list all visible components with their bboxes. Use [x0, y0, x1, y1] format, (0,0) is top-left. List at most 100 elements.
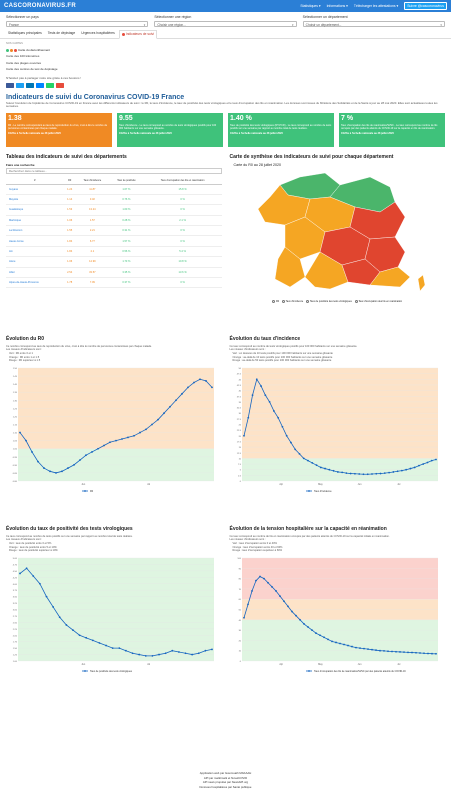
table-search-input[interactable]: [6, 168, 222, 174]
radio-incidence[interactable]: Taux d'incidence: [282, 299, 303, 303]
data-point: [379, 472, 381, 475]
col-header[interactable]: Taux d'occupation des lits en réanimatio…: [143, 177, 222, 185]
data-point: [406, 651, 409, 654]
map-link-centres[interactable]: Carte des centres de test de dépistage: [6, 67, 58, 72]
chart-legend: Taux d'incidence: [305, 490, 332, 493]
table-row[interactable]: Ain 1.84 4.1 0.56 % 5.4 %: [6, 246, 222, 258]
map-link-deconfinement[interactable]: Carte du déconfinement: [18, 48, 51, 53]
region-select[interactable]: Choisir une région... ▾: [154, 20, 297, 27]
table-cell-dep[interactable]: Aisne: [6, 256, 64, 268]
brand-logo[interactable]: CASCORONAVIRUS.FR: [4, 3, 76, 9]
nav-statistiques[interactable]: Statistiques ▾: [300, 4, 321, 8]
orange-dot-icon: [10, 48, 13, 52]
data-point: [204, 649, 207, 652]
radio-positivite[interactable]: Taux de positivité des tests virologique…: [306, 299, 352, 303]
table-row[interactable]: La Réunion 1.55 2.21 0.31 % 0 %: [6, 225, 222, 237]
data-point: [242, 434, 245, 437]
chart-reanimation[interactable]: 0 10 20 30 40 50 60 70 80 90 100 Apr May Jun Jul Taux d…: [230, 554, 442, 679]
table-cell-dep[interactable]: La Réunion: [6, 225, 64, 237]
whatsapp-share-icon[interactable]: [46, 82, 54, 88]
green-dot-icon: [6, 48, 9, 52]
data-point: [326, 638, 329, 641]
map-indicator-radios: R0 Taux d'incidence Taux de positivité d…: [230, 299, 446, 303]
tab-tests[interactable]: Tests de dépistage: [47, 31, 76, 35]
data-point: [177, 650, 180, 653]
tab-indicateurs[interactable]: Indicateurs de suivi: [118, 29, 158, 39]
data-point: [91, 639, 94, 642]
table-row[interactable]: Mayotte 1.14 3.32 0.76 % 0 %: [6, 194, 222, 206]
data-point: [67, 466, 69, 469]
chart-incidence[interactable]: 0 2.5 5 7.5 10 12.5 15 17.5 20 22.5 25 27.5 30 32.5 35…: [230, 364, 442, 499]
chart-positivite[interactable]: 1.00 1.25 1.50 1.75 2.00 2.25 2.50 2.75 3.00 3.25…: [6, 554, 218, 679]
table-row[interactable]: Alpes-de-Haute-Provence 1.78 7.09 0.37 % 0 %: [6, 277, 222, 289]
table-cell-dep[interactable]: Mayotte: [6, 194, 64, 206]
table-row[interactable]: Guadeloupe 1.53 13.24 1.60 % 0 %: [6, 204, 222, 216]
footer: Application web par Gouzouath MAKAAH API…: [0, 771, 451, 789]
table-row[interactable]: Aisne 1.06 14.99 1.73 % 10.8 %: [6, 256, 222, 268]
col-header[interactable]: Taux de positivité: [109, 177, 144, 185]
table-row[interactable]: Allier 2.54 33.57 3.35 % 13.6 %: [6, 267, 222, 278]
y-tick-label: 0.80: [13, 481, 18, 483]
data-point: [19, 572, 21, 575]
table-cell-r0: 1.14: [63, 194, 76, 206]
data-point: [398, 650, 401, 653]
tab-urgences[interactable]: Urgences hospitalières: [81, 31, 115, 35]
data-point: [426, 652, 429, 655]
page-title: Indicateurs de suivi du Coronavirus COVI…: [6, 93, 185, 101]
col-header[interactable]: R0: [63, 177, 76, 185]
messenger-share-icon[interactable]: [36, 82, 44, 88]
table-row[interactable]: Martinique 1.06 1.57 0.28 % 2.1 %: [6, 215, 222, 227]
y-tick-label: 7.5: [237, 464, 241, 466]
table-cell-pos: 1.57 %: [109, 235, 144, 247]
table-cell-dep[interactable]: Ain: [6, 246, 64, 258]
data-point: [262, 577, 265, 580]
data-point: [266, 581, 269, 584]
data-point: [396, 470, 398, 472]
y-tick-label: 0.90: [13, 465, 18, 467]
data-point: [191, 653, 194, 656]
data-point: [390, 650, 393, 653]
data-point: [387, 471, 390, 474]
table-cell-dep[interactable]: Allier: [6, 267, 64, 278]
table-cell-pos: 1.60 %: [109, 204, 144, 216]
table-cell-inc: 3.32: [75, 194, 110, 206]
table-row[interactable]: Haute-Corse 1.84 6.77 1.57 % 0 %: [6, 235, 222, 247]
nav-attestations[interactable]: Télécharger les attestations ▾: [353, 4, 399, 8]
table-row[interactable]: Guyane 1.24 11.87 1.67 % 15.8 %: [6, 184, 222, 195]
country-select[interactable]: France ▾: [6, 20, 149, 27]
table-cell-dep[interactable]: Guadeloupe: [6, 204, 64, 216]
data-point: [394, 650, 397, 653]
radio-r0[interactable]: R0: [272, 299, 279, 303]
col-header[interactable]: #: [6, 177, 64, 185]
department-select[interactable]: Choisir un département... ▾: [302, 20, 445, 27]
y-tick-label: 1.50: [13, 648, 18, 650]
nav-informations[interactable]: Informations ▾: [326, 4, 348, 8]
data-point: [366, 648, 369, 650]
table-cell-r0: 1.06: [63, 256, 76, 268]
table-cell-dep[interactable]: Martinique: [6, 215, 64, 227]
map-link-100km[interactable]: Carte des 100 kilomètres: [6, 54, 40, 59]
map-link-plages[interactable]: Carte des plages ouvertes: [6, 60, 42, 65]
linkedin-share-icon[interactable]: [26, 82, 34, 88]
data-point: [157, 418, 159, 421]
y-tick-label: 20: [238, 436, 241, 438]
data-point: [362, 647, 365, 650]
x-tick-label: Jul: [397, 663, 401, 666]
france-map[interactable]: [230, 167, 442, 297]
facebook-share-icon[interactable]: [6, 82, 14, 88]
radio-reanimation[interactable]: Taux d'occupation des lits en réanimatio…: [354, 299, 402, 303]
col-header[interactable]: Taux d'incidence: [75, 177, 110, 185]
y-tick-label: 1.05: [13, 440, 18, 442]
twitter-share-icon[interactable]: [16, 82, 24, 88]
tab-statistiques[interactable]: Statistiques principales: [8, 31, 42, 35]
chart-r0-section: Évolution du R0 Ce nombre correspond au …: [6, 333, 222, 523]
table-cell-dep[interactable]: Alpes-de-Haute-Provence: [6, 277, 64, 289]
chart-r0[interactable]: 0.80 0.85 0.90 0.95 1.00 1.05 1.10 1.15 1.20 1.25…: [6, 364, 218, 499]
table-cell-dep[interactable]: Haute-Corse: [6, 235, 64, 247]
email-share-icon[interactable]: [56, 82, 64, 88]
data-point: [298, 618, 301, 621]
twitter-follow-button[interactable]: Suivre @cascoronavirus: [404, 2, 447, 10]
data-point: [386, 650, 389, 652]
table-cell-dep[interactable]: Guyane: [6, 184, 64, 195]
data-point: [426, 461, 428, 464]
